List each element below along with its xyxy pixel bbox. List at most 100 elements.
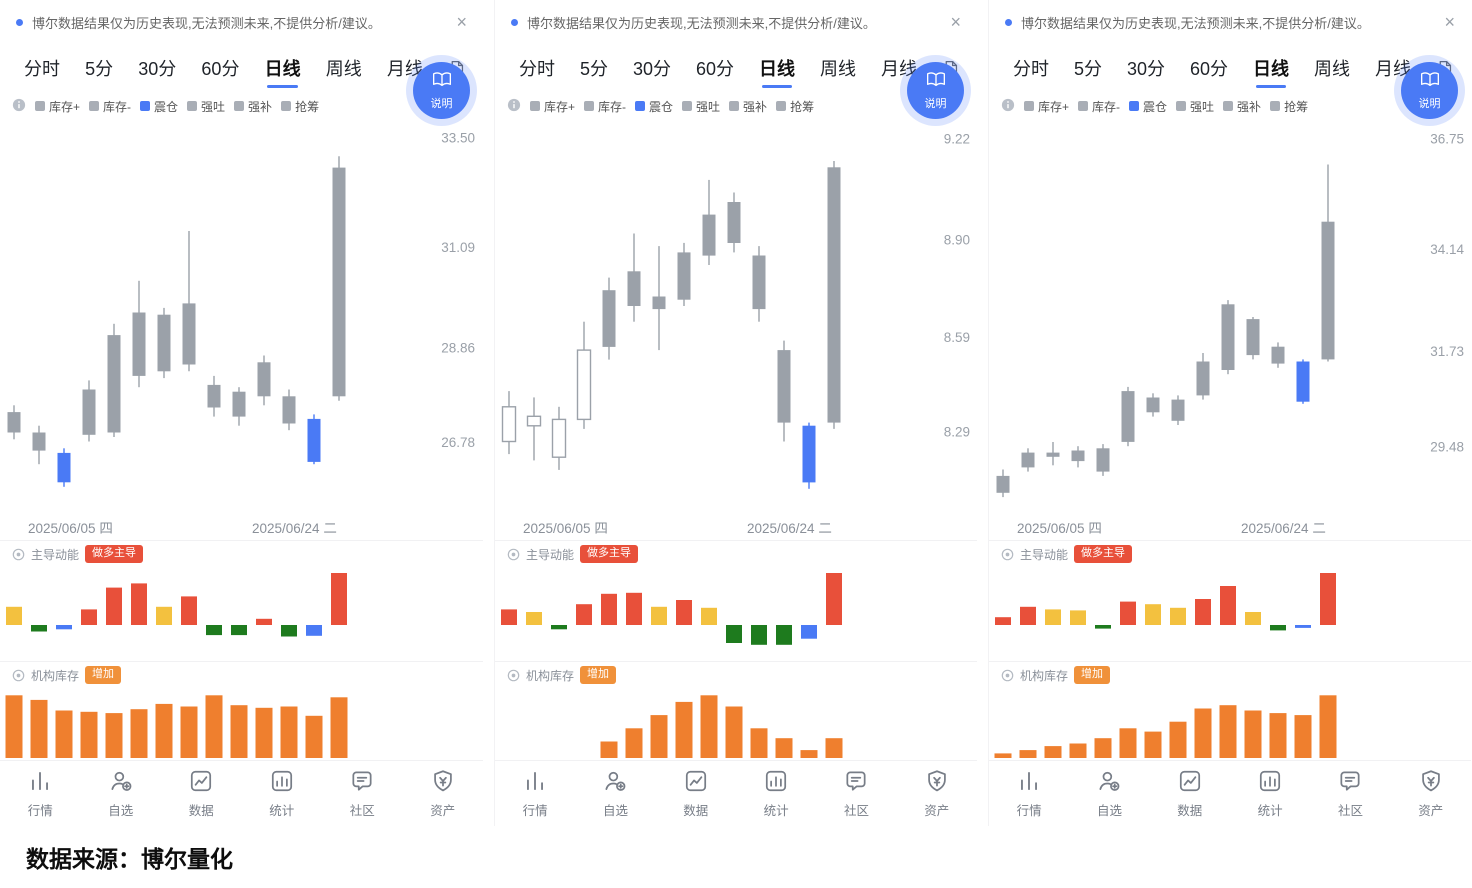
legend-item-grab-chips: 抢筹 <box>281 98 319 115</box>
help-fab-label: 说明 <box>430 97 453 110</box>
legend-swatch <box>234 101 245 111</box>
data-source-note: 数据来源：博尔量化 <box>26 846 233 872</box>
nav-item-assets[interactable]: 资产 <box>1398 768 1464 819</box>
nav-item-market[interactable]: 行情 <box>996 768 1062 819</box>
legend-item-strong-sell: 强吐 <box>1176 98 1214 115</box>
tab-daily[interactable]: 日线 <box>265 55 301 88</box>
nav-item-watchlist[interactable]: 自选 <box>582 768 648 819</box>
info-icon[interactable] <box>507 98 521 115</box>
tab-5min[interactable]: 5分 <box>1073 59 1102 79</box>
nav-item-community[interactable]: 社区 <box>823 768 889 819</box>
tab-minute[interactable]: 分时 <box>24 59 60 79</box>
legend-label: 抢筹 <box>790 99 815 114</box>
tab-monthly[interactable]: 月线 <box>386 59 423 79</box>
legend-label: 震仓 <box>154 99 179 114</box>
legend-label: 库存- <box>598 99 627 114</box>
tab-60min[interactable]: 60分 <box>696 59 735 79</box>
tab-5min[interactable]: 5分 <box>85 59 114 79</box>
tab-monthly[interactable]: 月线 <box>880 59 917 79</box>
date-start-label: 2025/06/05 四 <box>523 521 608 536</box>
close-icon[interactable]: × <box>950 12 961 32</box>
nav-item-stats[interactable]: 统计 <box>1237 768 1303 819</box>
legend-label: 强补 <box>1237 99 1262 114</box>
tab-30min[interactable]: 30分 <box>632 59 672 79</box>
tab-30min[interactable]: 30分 <box>1126 59 1166 79</box>
tab-5min[interactable]: 5分 <box>579 59 608 79</box>
nav-item-assets[interactable]: 资产 <box>904 768 970 819</box>
help-fab-button[interactable]: 说明 <box>413 62 470 119</box>
assets-icon <box>430 768 456 797</box>
tab-weekly[interactable]: 周线 <box>1314 59 1350 79</box>
info-icon[interactable] <box>12 98 26 115</box>
nav-label: 统计 <box>269 804 295 818</box>
chart-legend: 库存+ 库存- 震仓 强吐 强补 抢筹 <box>0 92 483 120</box>
data-icon <box>1177 768 1203 797</box>
candlestick-chart[interactable]: 36.75 34.14 31.73 29.48 <box>989 120 1471 514</box>
help-fab-button[interactable]: 说明 <box>907 62 964 119</box>
nav-item-community[interactable]: 社区 <box>329 768 395 819</box>
nav-item-data[interactable]: 数据 <box>168 768 234 819</box>
assets-icon <box>1418 768 1444 797</box>
momentum-svg <box>6 573 347 637</box>
tab-weekly[interactable]: 周线 <box>820 59 856 79</box>
bullet-dot-icon <box>1005 18 1012 26</box>
nav-item-data[interactable]: 数据 <box>1157 768 1223 819</box>
momentum-title: 主导动能 <box>526 547 575 562</box>
inventory-badge: 增加 <box>580 665 617 685</box>
nav-item-market[interactable]: 行情 <box>7 768 73 819</box>
legend-item-inventory-plus: 库存+ <box>35 98 80 115</box>
section-icon <box>1001 669 1014 682</box>
momentum-section: 主导动能 做多主导 <box>989 540 1471 661</box>
momentum-badge: 做多主导 <box>580 544 639 564</box>
legend-label: 库存- <box>103 99 132 114</box>
help-fab-button[interactable]: 说明 <box>1401 62 1458 119</box>
inventory-svg <box>5 695 348 758</box>
close-icon[interactable]: × <box>456 12 467 32</box>
nav-item-community[interactable]: 社区 <box>1317 768 1383 819</box>
svg-text:31.73: 31.73 <box>1430 344 1464 359</box>
tab-daily[interactable]: 日线 <box>1253 55 1289 88</box>
tab-30min[interactable]: 30分 <box>138 59 177 79</box>
legend-label: 库存+ <box>1038 99 1070 114</box>
candlestick-chart[interactable]: 9.22 8.90 8.59 8.29 <box>495 120 977 514</box>
nav-item-watchlist[interactable]: 自选 <box>88 768 154 819</box>
nav-item-stats[interactable]: 统计 <box>743 768 809 819</box>
nav-item-assets[interactable]: 资产 <box>410 768 476 819</box>
legend-item-inventory-plus: 库存+ <box>1024 98 1069 115</box>
tab-monthly[interactable]: 月线 <box>1374 59 1411 79</box>
disclaimer-text: 博尔数据结果仅为历史表现,无法预测未来,不提供分析/建议。 <box>1021 15 1370 31</box>
legend-label: 震仓 <box>649 99 674 114</box>
watchlist-icon <box>1096 768 1122 797</box>
legend-swatch <box>35 101 45 111</box>
stock-chart-panel: 博尔数据结果仅为历史表现,无法预测未来,不提供分析/建议。 × 分时 5分 30… <box>988 0 1471 826</box>
tab-weekly[interactable]: 周线 <box>325 59 362 79</box>
legend-item-shakeout: 震仓 <box>635 98 673 115</box>
nav-item-data[interactable]: 数据 <box>663 768 729 819</box>
legend-item-inventory-minus: 库存- <box>1078 98 1120 115</box>
timeframe-tabs: 分时 5分 30分 60分 日线 周线 月线 <box>989 44 1471 92</box>
info-icon[interactable] <box>1001 98 1015 115</box>
close-icon[interactable]: × <box>1444 12 1455 32</box>
nav-label: 数据 <box>188 804 214 818</box>
tab-60min[interactable]: 60分 <box>1190 59 1229 79</box>
inventory-section: 机构库存 增加 <box>0 661 483 760</box>
nav-item-market[interactable]: 行情 <box>502 768 568 819</box>
candlestick-chart[interactable]: 33.50 31.09 28.86 26.78 <box>0 120 483 514</box>
momentum-svg <box>995 573 1336 631</box>
legend-item-shakeout: 震仓 <box>1129 98 1167 115</box>
tab-daily[interactable]: 日线 <box>759 55 795 88</box>
bullet-dot-icon <box>511 18 518 26</box>
legend-swatch <box>281 101 292 111</box>
nav-label: 数据 <box>683 804 709 818</box>
tab-60min[interactable]: 60分 <box>201 59 240 79</box>
tab-minute[interactable]: 分时 <box>1013 59 1049 79</box>
stock-chart-panel: 博尔数据结果仅为历史表现,无法预测未来,不提供分析/建议。 × 分时 5分 30… <box>494 0 977 826</box>
nav-item-watchlist[interactable]: 自选 <box>1076 768 1142 819</box>
svg-text:8.59: 8.59 <box>944 330 970 345</box>
legend-swatch <box>1078 101 1089 111</box>
legend-item-shakeout: 震仓 <box>140 98 178 115</box>
legend-swatch <box>1176 101 1187 111</box>
nav-item-stats[interactable]: 统计 <box>249 768 315 819</box>
date-axis: 2025/06/05 四 2025/06/24 二 <box>989 514 1471 540</box>
tab-minute[interactable]: 分时 <box>519 59 555 79</box>
